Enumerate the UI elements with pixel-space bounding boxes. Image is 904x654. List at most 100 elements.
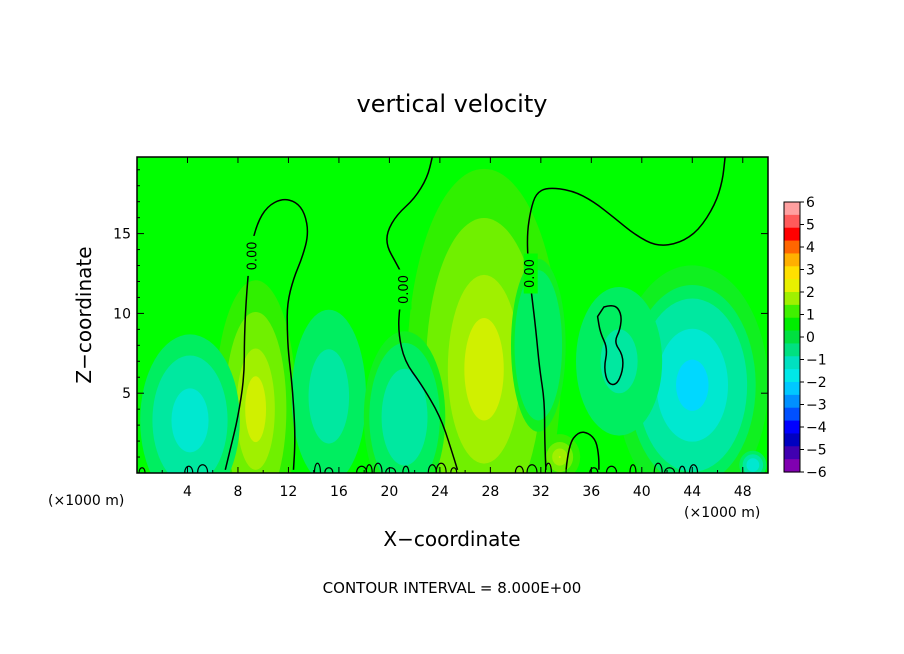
field-level-10-9 <box>618 360 621 363</box>
colorbar-swatch-8 <box>784 304 800 319</box>
surface-contour-3 <box>313 462 322 473</box>
field-level-6-9 <box>691 384 694 387</box>
colorbar-label-5: 1 <box>806 308 815 324</box>
field-level-4-9 <box>254 408 257 411</box>
colorbar-swatch-6 <box>784 279 800 293</box>
surface-contour-12 <box>450 467 458 473</box>
colorbar-swatch-9 <box>784 317 800 332</box>
plot-frame <box>136 156 769 474</box>
surface-contour-21 <box>678 465 686 473</box>
surface-contour-7 <box>373 462 383 473</box>
colorbar-swatch-2 <box>784 227 800 242</box>
field-level-12-9 <box>751 464 754 467</box>
colorbar-label-6: 0 <box>806 330 815 346</box>
colorbar-label-9: −3 <box>806 398 827 414</box>
x-tick-label-4: 20 <box>380 484 398 500</box>
surface-contour-9 <box>402 465 410 473</box>
colorbar-swatch-5 <box>784 266 800 280</box>
x-tick-label-6: 28 <box>481 484 499 500</box>
colorbar-swatch-10 <box>784 330 800 345</box>
surface-contour-20 <box>663 467 676 473</box>
field-level-5-9 <box>558 456 561 459</box>
colorbar-swatch-14 <box>784 382 800 396</box>
surface-contour-0 <box>138 467 146 473</box>
colorbar-label-10: −4 <box>806 420 827 436</box>
colorbar-swatch-15 <box>784 394 800 409</box>
field-level-2-9 <box>483 368 486 371</box>
x-axis-ticks: 4 8 12 16 20 24 28 32 36 40 44 48 <box>161 157 752 500</box>
contour-label-gap-2 <box>523 253 538 294</box>
contour-label-gap-0 <box>246 235 261 276</box>
x-tick-label-1: 8 <box>233 484 242 500</box>
colorbar-swatch-16 <box>784 407 800 422</box>
colorbar-swatch-4 <box>784 253 800 267</box>
x-tick-label-7: 32 <box>532 484 550 500</box>
contour-interval-note: CONTOUR INTERVAL = 8.000E+00 <box>323 579 582 597</box>
colorbar-swatch-1 <box>784 214 800 229</box>
x-tick-label-10: 44 <box>683 484 701 500</box>
colorbar-label-2: 4 <box>806 240 815 256</box>
chart-title: vertical velocity <box>357 90 548 118</box>
surface-contour-16 <box>589 467 599 473</box>
colorbar-swatch-12 <box>784 356 800 370</box>
surface-contour-11 <box>435 462 447 473</box>
surface-contour-2 <box>197 464 209 473</box>
contour-label-0: 0.00 <box>246 241 261 270</box>
colorbar-swatch-20 <box>784 459 800 473</box>
surface-contour-19 <box>653 462 663 473</box>
surface-contour-22 <box>688 464 699 473</box>
colorbar-swatch-18 <box>784 433 800 447</box>
colorbar-swatch-11 <box>784 343 800 357</box>
y-unit-label: (×1000 m) <box>48 493 124 509</box>
y-tick-label-2: 15 <box>113 227 131 243</box>
velocity-field <box>137 157 768 473</box>
y-tick-label-0: 5 <box>122 386 131 402</box>
field-level-8-9 <box>327 395 330 398</box>
y-axis-title: Z−coordinate <box>72 246 96 383</box>
colorbar-swatch-17 <box>784 420 800 435</box>
x-tick-label-5: 24 <box>431 484 449 500</box>
colorbar-label-11: −5 <box>806 443 827 459</box>
colorbar-swatch-0 <box>784 202 800 216</box>
colorbar-label-1: 5 <box>806 218 815 234</box>
contour-line-3 <box>565 431 600 470</box>
x-tick-label-11: 48 <box>734 484 752 500</box>
contour-line-4 <box>596 304 624 386</box>
colorbar-swatch-7 <box>784 292 800 306</box>
zero-contours: 0.00 0.00 0.00 <box>138 157 726 473</box>
x-tick-label-2: 12 <box>280 484 298 500</box>
x-tick-label-8: 36 <box>582 484 600 500</box>
y-tick-label-1: 10 <box>113 306 131 322</box>
surface-contour-6 <box>365 464 373 473</box>
x-tick-label-0: 4 <box>183 484 192 500</box>
colorbar-label-7: −1 <box>806 353 827 369</box>
contour-label-gap-1 <box>397 269 412 310</box>
colorbar-label-3: 3 <box>806 263 815 279</box>
colorbar-swatch-19 <box>784 446 800 460</box>
surface-contour-15 <box>544 462 553 473</box>
surface-contour-14 <box>526 464 538 473</box>
colorbar-label-8: −2 <box>806 375 827 391</box>
colorbar-label-4: 2 <box>806 285 815 301</box>
colorbar: 6 5 4 3 2 1 0 −1 −2 −3 −4 −5 −6 <box>783 195 827 481</box>
colorbar-label-12: −6 <box>806 465 827 481</box>
contour-label-1: 0.00 <box>397 275 412 304</box>
field-level-9-9 <box>403 416 406 419</box>
surface-contour-8 <box>385 467 397 473</box>
contour-line-2 <box>526 157 726 470</box>
x-tick-label-9: 40 <box>633 484 651 500</box>
colorbar-label-0: 6 <box>806 195 815 211</box>
y-axis-ticks: 5 10 15 <box>113 169 768 458</box>
field-level-7-9 <box>189 419 192 422</box>
contour-label-2: 0.00 <box>523 259 538 288</box>
surface-contour-4 <box>324 467 334 473</box>
x-unit-label: (×1000 m) <box>684 505 760 521</box>
colorbar-swatch-3 <box>784 240 800 255</box>
x-axis-title: X−coordinate <box>383 527 520 551</box>
surface-contour-1 <box>184 465 194 473</box>
colorbar-swatch-13 <box>784 369 800 383</box>
surface-contour-18 <box>629 464 637 473</box>
contour-line-0 <box>224 198 309 470</box>
x-tick-label-3: 16 <box>330 484 348 500</box>
